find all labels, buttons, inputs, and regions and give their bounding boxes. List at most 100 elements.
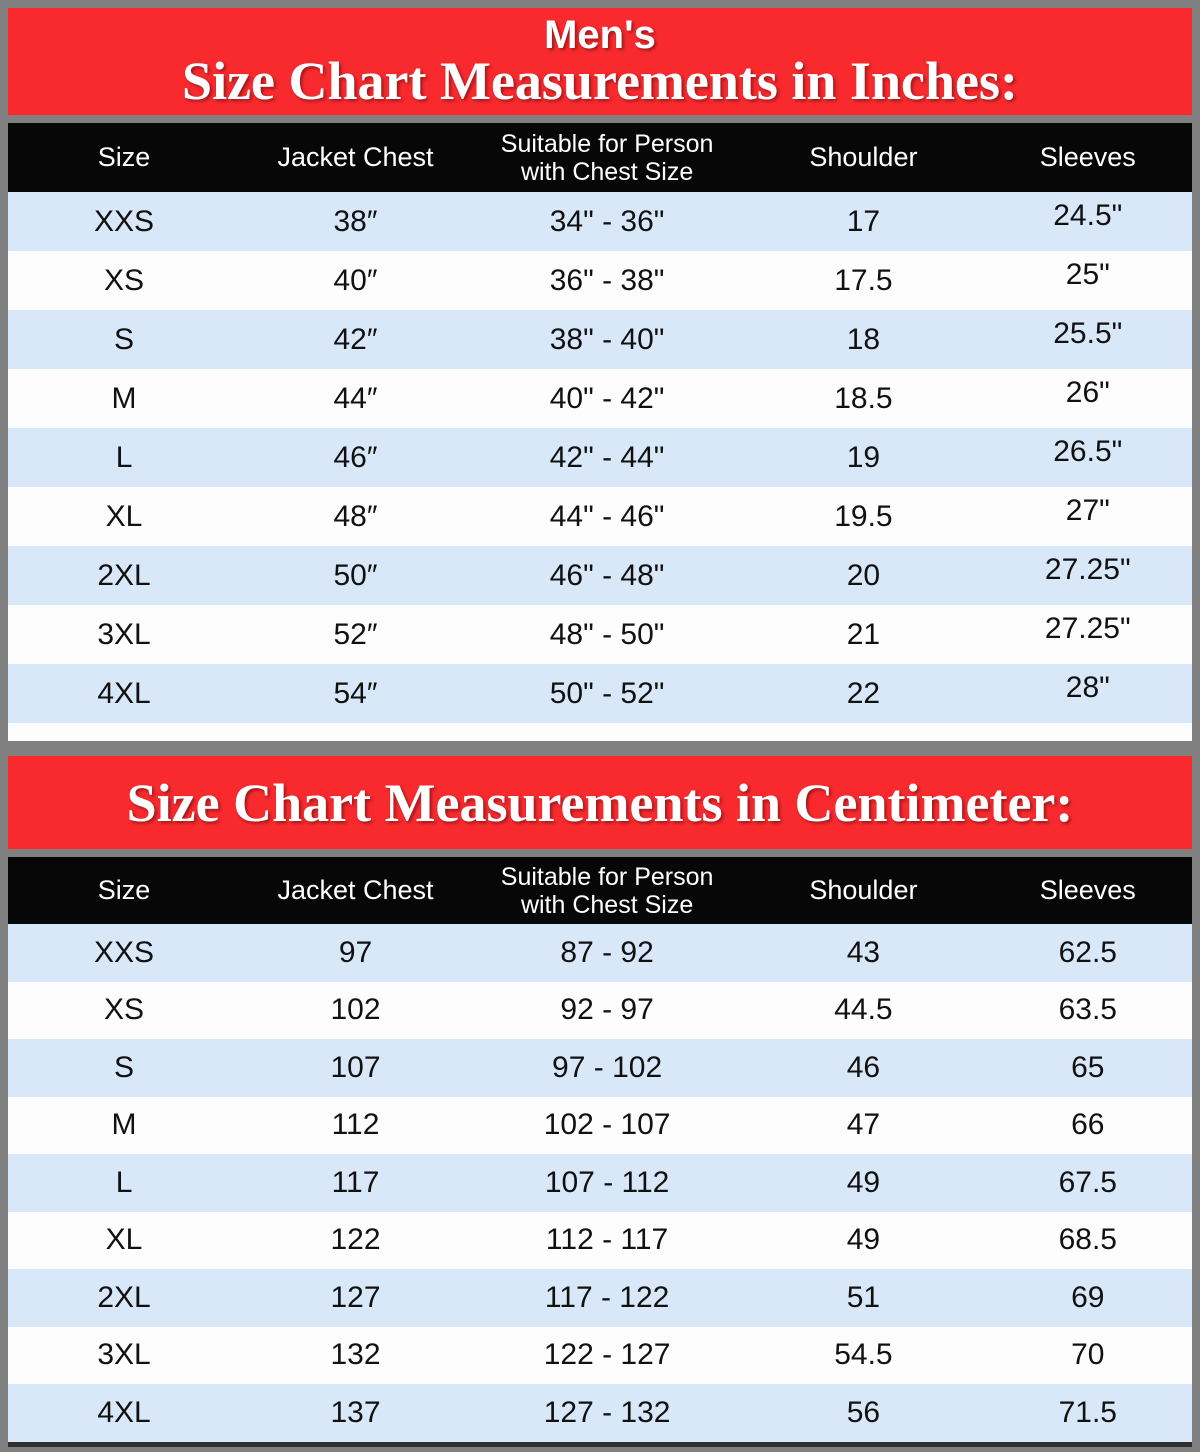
cell-sleeves: 27.25" [1044, 552, 1131, 586]
cell-size: 2XL [97, 1280, 151, 1314]
cm-col-header-sleeves: Sleeves [1039, 875, 1136, 906]
row-l: L 46″ 42" - 44" 19 26.5" [8, 428, 1192, 487]
cell-shoulder: 20 [846, 558, 881, 592]
centimeter-table-body: XXS 97 87 - 92 43 62.5 XS 102 92 - 97 44.5 63.5 S 1… [8, 924, 1192, 1442]
inches-col-header-suitable: Suitable for Person with Chest Size [471, 123, 743, 192]
inches-banner: Men's Size Chart Measurements in Inches: [8, 8, 1192, 115]
bottom-border-bar [8, 1441, 1192, 1447]
cell-suitable-range: 40" - 42" [549, 381, 665, 415]
cell-suitable-range: 87 - 92 [560, 935, 654, 969]
cell-sleeves: 25.5" [1053, 316, 1123, 350]
cell-suitable-range: 38" - 40" [549, 322, 665, 356]
cell-shoulder: 49 [846, 1165, 881, 1199]
row-xxs: XXS 38″ 34" - 36" 17 24.5" [8, 192, 1192, 251]
cell-suitable-range: 117 - 122 [544, 1280, 670, 1314]
cm-col-header-suitable: Suitable for Person with Chest Size [471, 857, 743, 924]
cell-sleeves: 25" [1065, 257, 1110, 291]
row-2xl: 2XL 50″ 46" - 48" 20 27.25" [8, 546, 1192, 605]
cell-size: XL [105, 1223, 143, 1257]
cell-sleeves: 26.5" [1053, 434, 1123, 468]
cell-size: XS [104, 263, 145, 297]
cell-suitable-range: 102 - 107 [543, 1108, 671, 1142]
cell-sleeves: 63.5 [1058, 993, 1117, 1027]
cell-sleeves: 62.5 [1058, 935, 1117, 969]
cell-suitable-range: 127 - 132 [543, 1395, 671, 1429]
cell-shoulder: 22 [846, 676, 881, 710]
row-4xl: 4XL 137 127 - 132 56 71.5 [8, 1384, 1192, 1442]
cell-shoulder: 56 [846, 1395, 881, 1429]
cell-shoulder: 51 [846, 1280, 881, 1314]
row-s: S 107 97 - 102 46 65 [8, 1039, 1192, 1097]
row-l: L 117 107 - 112 49 67.5 [8, 1154, 1192, 1212]
cm-col-header-jacket-chest: Jacket Chest [277, 875, 434, 906]
centimeter-banner: Size Chart Measurements in Centimeter: [8, 756, 1192, 849]
cell-suitable-range: 97 - 102 [552, 1050, 663, 1084]
cell-jacket-chest: 46″ [333, 440, 378, 474]
cell-shoulder: 17.5 [834, 263, 893, 297]
cell-size: 4XL [97, 1395, 151, 1429]
row-xs: XS 40″ 36" - 38" 17.5 25" [8, 251, 1192, 310]
cell-suitable-range: 34" - 36" [549, 204, 665, 238]
cell-sleeves: 66 [1071, 1108, 1105, 1142]
cell-jacket-chest: 38″ [333, 204, 378, 238]
cell-suitable-range: 112 - 117 [545, 1223, 669, 1257]
cell-jacket-chest: 40″ [333, 263, 378, 297]
row-xl: XL 48″ 44" - 46" 19.5 27" [8, 487, 1192, 546]
cell-jacket-chest: 44″ [333, 381, 378, 415]
row-m: M 44″ 40" - 42" 18.5 26" [8, 369, 1192, 428]
cell-suitable-range: 48" - 50" [549, 617, 665, 651]
inches-size-table: Size Jacket Chest Suitable for Person wi… [8, 123, 1192, 723]
inches-banner-title: Size Chart Measurements in Inches: [182, 50, 1018, 111]
cell-sleeves: 65 [1071, 1050, 1105, 1084]
cell-shoulder: 49 [846, 1223, 881, 1257]
row-xs: XS 102 92 - 97 44.5 63.5 [8, 981, 1192, 1039]
cell-size: M [111, 1108, 137, 1142]
inches-table-footer-strip [8, 723, 1192, 741]
cell-sleeves: 71.5 [1058, 1395, 1117, 1429]
cm-col-header-size: Size [97, 875, 151, 906]
cell-jacket-chest: 42″ [333, 322, 378, 356]
cell-jacket-chest: 97 [338, 935, 373, 969]
row-xl: XL 122 112 - 117 49 68.5 [8, 1211, 1192, 1269]
row-2xl: 2XL 127 117 - 122 51 69 [8, 1269, 1192, 1327]
cell-shoulder: 19 [846, 440, 881, 474]
cell-shoulder: 54.5 [834, 1338, 893, 1372]
row-3xl: 3XL 52″ 48" - 50" 21 27.25" [8, 605, 1192, 664]
cell-jacket-chest: 137 [330, 1395, 381, 1429]
cell-shoulder: 46 [846, 1050, 881, 1084]
cell-suitable-range: 50" - 52" [549, 676, 665, 710]
cell-jacket-chest: 127 [330, 1280, 381, 1314]
inches-col-header-jacket-chest: Jacket Chest [277, 142, 434, 173]
cell-size: S [114, 322, 135, 356]
cell-sleeves: 28" [1065, 670, 1110, 704]
cell-size: 2XL [97, 558, 151, 592]
cell-suitable-range: 122 - 127 [543, 1338, 671, 1372]
centimeter-size-table: Size Jacket Chest Suitable for Person wi… [8, 857, 1192, 1442]
row-4xl: 4XL 54″ 50" - 52" 22 28" [8, 664, 1192, 723]
cell-jacket-chest: 48″ [333, 499, 378, 533]
cell-sleeves: 70 [1071, 1338, 1105, 1372]
cell-sleeves: 27.25" [1044, 611, 1131, 645]
cell-shoulder: 44.5 [834, 993, 893, 1027]
cell-shoulder: 21 [846, 617, 881, 651]
cell-suitable-range: 36" - 38" [549, 263, 665, 297]
row-xxs: XXS 97 87 - 92 43 62.5 [8, 924, 1192, 982]
cm-col-header-suitable-label: Suitable for Person with Chest Size [500, 862, 714, 919]
cell-suitable-range: 42" - 44" [549, 440, 665, 474]
cell-size: XXS [94, 935, 155, 969]
cell-jacket-chest: 132 [330, 1338, 381, 1372]
cell-jacket-chest: 54″ [333, 676, 378, 710]
cell-size: M [111, 381, 137, 415]
row-3xl: 3XL 132 122 - 127 54.5 70 [8, 1326, 1192, 1384]
row-m: M 112 102 - 107 47 66 [8, 1096, 1192, 1154]
cell-shoulder: 17 [846, 204, 881, 238]
cell-size: 3XL [97, 1338, 151, 1372]
inches-col-header-sleeves: Sleeves [1039, 142, 1136, 173]
cell-suitable-range: 92 - 97 [560, 993, 654, 1027]
inches-table-header: Size Jacket Chest Suitable for Person wi… [8, 123, 1192, 192]
cell-jacket-chest: 117 [331, 1165, 380, 1199]
cell-shoulder: 18.5 [834, 381, 893, 415]
cell-sleeves: 26" [1065, 375, 1110, 409]
inches-col-header-suitable-label: Suitable for Person with Chest Size [500, 129, 714, 186]
centimeter-table-header: Size Jacket Chest Suitable for Person wi… [8, 857, 1192, 924]
